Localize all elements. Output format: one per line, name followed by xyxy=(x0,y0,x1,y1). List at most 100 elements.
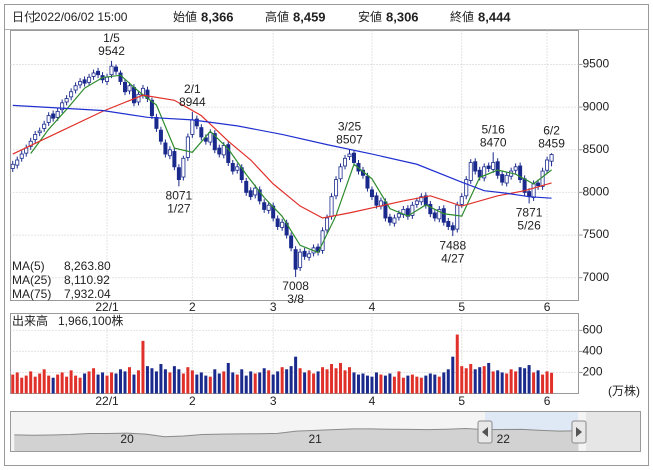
volume-bar xyxy=(141,340,145,394)
candle-body xyxy=(518,165,523,181)
y-tick-label: 200 xyxy=(583,365,603,379)
navigator-track xyxy=(586,412,640,451)
x-tick-label: 6 xyxy=(544,300,551,314)
volume-bar xyxy=(231,372,235,394)
volume-bar xyxy=(87,371,91,394)
volume-bar xyxy=(33,376,37,394)
volume-bar xyxy=(159,364,163,394)
volume-bar xyxy=(168,372,172,394)
candle-body xyxy=(118,72,123,82)
volume-bar xyxy=(410,374,414,394)
volume-bar xyxy=(294,356,298,394)
candle-body xyxy=(122,81,127,93)
candle-body xyxy=(504,174,509,184)
volume-bar xyxy=(451,356,455,394)
header-label: 安値 xyxy=(358,9,382,24)
candle-body xyxy=(96,70,101,76)
volume-bar xyxy=(437,376,441,394)
candle-body xyxy=(486,165,491,169)
volume-bar xyxy=(352,372,356,394)
candle-body xyxy=(441,208,446,223)
volume-bar xyxy=(123,371,127,394)
volume-bar xyxy=(415,376,419,394)
candle-body xyxy=(235,166,240,171)
annotation-date: 3/25 xyxy=(338,119,362,133)
volume-bar xyxy=(163,369,167,394)
volume-bar xyxy=(249,371,253,394)
candle-body xyxy=(91,72,96,77)
candle-body xyxy=(78,81,83,86)
candle-body xyxy=(473,161,478,172)
volume-bar xyxy=(56,374,60,394)
candle-body xyxy=(419,196,424,203)
volume-bar xyxy=(312,373,316,394)
volume-bar xyxy=(240,369,244,394)
volume-bar xyxy=(321,367,325,394)
legend-name: MA(5) xyxy=(12,259,45,273)
legend-value: 8,263.80 xyxy=(64,259,111,273)
candle-body xyxy=(351,152,356,163)
volume-bar xyxy=(74,375,78,394)
candle-body xyxy=(51,113,56,119)
volume-bar xyxy=(208,376,212,394)
candle-body xyxy=(347,153,352,157)
annotation-date: 4/27 xyxy=(441,251,465,265)
navigator-fill xyxy=(14,428,579,451)
volume-bar xyxy=(51,377,55,394)
candle-body xyxy=(298,251,303,268)
header-value: 8,306 xyxy=(386,9,419,24)
x-tick-label: 3 xyxy=(270,300,277,314)
volume-legend-value: 1,966,100株 xyxy=(58,313,123,328)
volume-bar xyxy=(491,371,495,394)
volume-bar xyxy=(365,375,369,394)
candle-body xyxy=(387,216,392,223)
volume-bar xyxy=(330,364,334,394)
candle-body xyxy=(208,132,213,143)
candle-body xyxy=(302,250,307,257)
volume-bar xyxy=(303,372,307,394)
candle-body xyxy=(55,110,60,118)
candle-body xyxy=(338,166,343,180)
ma-line xyxy=(12,94,552,219)
volume-bar xyxy=(545,371,549,394)
candle-body xyxy=(203,137,208,142)
volume-bar xyxy=(536,370,540,394)
candle-body xyxy=(293,249,298,270)
legend-name: MA(25) xyxy=(12,273,51,287)
candle-body xyxy=(136,93,141,103)
volume-bar xyxy=(424,375,428,394)
legend-value: 7,932.04 xyxy=(64,287,111,301)
candle-body xyxy=(114,66,119,72)
candle-body xyxy=(428,203,433,215)
candle-body xyxy=(154,116,159,129)
x-tick-label: 4 xyxy=(369,394,376,408)
candle-body xyxy=(176,167,181,181)
candle-body xyxy=(257,189,262,202)
candle-body xyxy=(500,174,505,183)
volume-bar xyxy=(47,375,51,394)
volume-bar xyxy=(132,374,136,394)
navigator-tick-label: 22 xyxy=(497,432,511,446)
y-tick-label: 8500 xyxy=(583,142,610,156)
candle-body xyxy=(82,79,87,84)
volume-bar xyxy=(244,375,248,394)
volume-bar xyxy=(509,369,513,394)
volume-bar xyxy=(325,369,329,394)
candle-body xyxy=(334,179,339,197)
volume-bar xyxy=(343,370,347,394)
y-tick-label: 7500 xyxy=(583,227,610,241)
annotation-value: 8507 xyxy=(336,132,363,146)
volume-unit: (万株) xyxy=(608,383,640,398)
annotation-value: 8944 xyxy=(179,95,206,109)
volume-bar xyxy=(496,370,500,394)
volume-bar xyxy=(186,367,190,394)
volume-bar xyxy=(370,376,374,394)
candle-body xyxy=(73,85,78,91)
navigator-tick-label: 20 xyxy=(120,432,134,446)
candle-body xyxy=(226,144,231,163)
header-label: 日付 xyxy=(12,10,36,24)
candle-body xyxy=(149,99,154,117)
y-tick-label: 9000 xyxy=(583,99,610,113)
candle-body xyxy=(455,204,460,230)
